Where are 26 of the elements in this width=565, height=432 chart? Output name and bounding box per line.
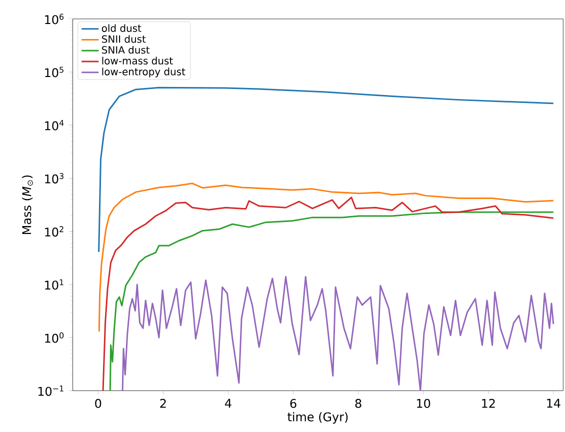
x-tick-label: 10 xyxy=(417,399,430,408)
x-tick-label: 2 xyxy=(160,399,166,408)
y-tick-label: 10$^{6}$ xyxy=(45,14,64,24)
y-tick-label: 10$^{5}$ xyxy=(45,67,64,78)
y-tick-label: 10$^{3}$ xyxy=(45,173,64,184)
x-axis-title: time (Gyr) xyxy=(288,412,348,424)
legend-label: SNIA dust xyxy=(102,46,150,54)
x-tick-label: 0 xyxy=(95,399,102,408)
y-tick-label: 10$^{−1}$ xyxy=(38,386,64,396)
x-tick-label: 14 xyxy=(547,399,560,408)
x-tick-label: 12 xyxy=(482,399,495,408)
legend-label: SNII dust xyxy=(102,35,146,44)
line-series xyxy=(122,276,554,391)
y-tick-label: 10$^{0}$ xyxy=(45,332,64,344)
x-tick-label: 8 xyxy=(355,399,362,408)
x-tick-label: 6 xyxy=(290,399,296,408)
line-series xyxy=(98,182,554,333)
line-series xyxy=(98,87,554,253)
legend-label: old dust xyxy=(102,24,142,32)
y-tick-label: 10$^{1}$ xyxy=(45,280,64,290)
x-tick-label: 4 xyxy=(224,399,232,408)
y-axis-title: Mass (M$_{⊙}$) xyxy=(22,176,33,234)
y-tick-label: 10$^{4}$ xyxy=(45,120,64,131)
legend-label: low-entropy dust xyxy=(102,68,186,78)
y-tick-label: 10$^{2}$ xyxy=(45,226,64,237)
legend-label: low-mass dust xyxy=(102,57,173,65)
